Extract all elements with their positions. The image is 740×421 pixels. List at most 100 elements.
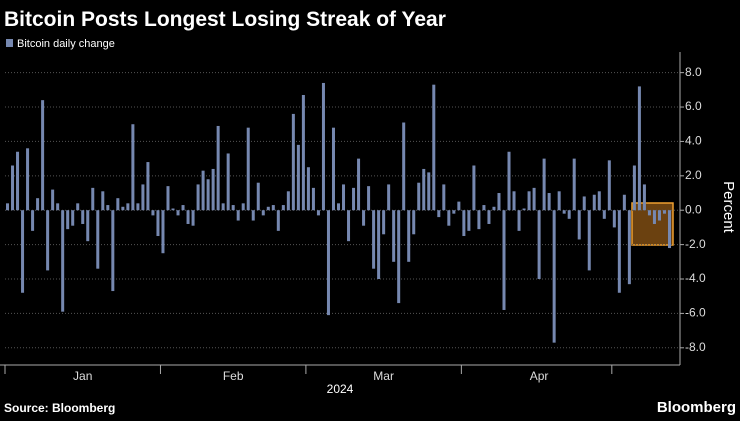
bar [607,160,611,211]
bar [51,189,55,211]
y-tick-label: 4.0 [685,134,702,148]
bar [377,210,381,280]
bar [106,205,110,211]
bar [492,206,496,211]
bar [612,210,616,228]
bar [632,165,636,211]
bar [352,187,356,211]
bar [261,210,265,216]
bar [181,205,185,211]
bar [497,193,501,211]
y-tick-label: -6.0 [685,306,706,320]
legend-swatch [6,39,13,47]
bar [141,184,145,211]
bar [126,203,130,211]
bar [402,122,406,211]
bar [387,184,391,211]
bar [131,124,135,211]
bar [191,210,195,226]
bar [81,210,85,224]
bar [86,210,90,242]
bar [231,205,235,211]
bar [432,84,436,211]
bar [206,179,210,211]
bar [392,210,396,262]
bar [331,127,335,211]
y-tick-label: 6.0 [685,99,702,113]
bar [397,210,401,304]
bar [362,210,366,226]
x-tick-label: Mar [373,369,394,383]
bar [572,158,576,211]
bar [522,208,526,211]
bar [437,210,441,218]
bar [372,210,376,269]
bar [301,94,305,211]
bar [382,210,386,235]
bar [512,191,516,211]
bar [417,182,421,211]
bar [597,191,601,211]
bar [447,210,451,226]
bar [41,100,45,211]
bar [36,198,40,211]
x-tick-label: Apr [530,369,549,383]
x-tick-label: Jan [73,369,92,383]
chart-title: Bitcoin Posts Longest Losing Streak of Y… [4,8,446,31]
bar [286,191,290,211]
bar [236,210,240,221]
bar [256,182,260,211]
bar [482,205,486,211]
bar [121,206,125,211]
bar [326,210,330,316]
bar [427,172,431,211]
bar [221,203,225,211]
bar [462,210,466,237]
bar [602,210,606,219]
bar [532,187,536,211]
bar [642,184,646,211]
bar [156,210,160,237]
bar [662,210,666,214]
brand: Bloomberg [657,399,736,416]
y-axis-label: Percent [720,181,737,234]
bar [151,210,155,216]
bar [552,210,556,343]
bar [637,86,641,211]
bar [647,210,651,216]
y-tick-label: 2.0 [685,168,702,182]
bar [176,210,180,216]
bar [71,210,75,226]
bar [567,210,571,219]
bar [587,210,591,271]
bar [367,186,371,211]
bar [557,191,561,211]
bar [111,210,115,292]
bar [21,210,25,293]
x-axis-label: 2024 [327,382,354,396]
bar [577,210,581,240]
bar [422,168,426,211]
bar [161,210,165,254]
bar [517,210,521,231]
bar [6,203,10,211]
bar [196,184,200,211]
bar [502,210,506,310]
y-tick-label: 0.0 [685,202,702,216]
bar [617,210,621,293]
bar [357,158,361,211]
bar [542,158,546,211]
bar [347,210,351,242]
bar [622,194,626,211]
bar [76,203,80,211]
bar [266,206,270,211]
bar [407,210,411,262]
y-tick-label: 8.0 [685,65,702,79]
bar [306,167,310,211]
bar [442,184,446,211]
bar [146,162,150,211]
bar [271,205,275,211]
bar [26,148,30,211]
bar [562,210,566,214]
